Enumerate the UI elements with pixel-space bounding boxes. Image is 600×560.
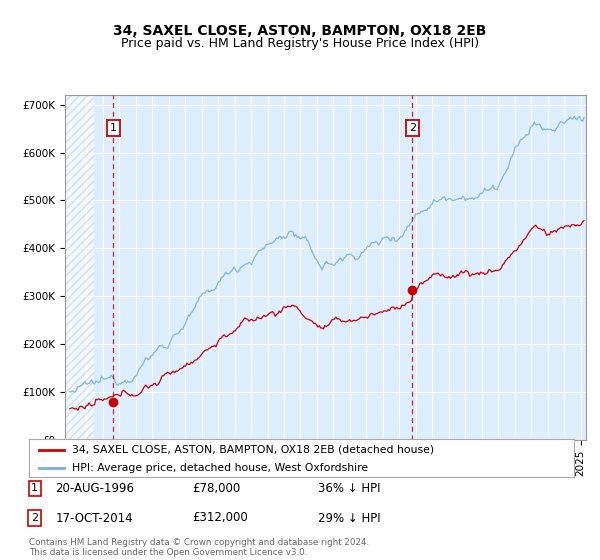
Text: 20-AUG-1996: 20-AUG-1996 <box>55 482 134 495</box>
Text: 2: 2 <box>31 513 38 523</box>
Text: Price paid vs. HM Land Registry's House Price Index (HPI): Price paid vs. HM Land Registry's House … <box>121 37 479 50</box>
Text: £312,000: £312,000 <box>192 511 248 525</box>
Text: 29% ↓ HPI: 29% ↓ HPI <box>318 511 380 525</box>
Text: £78,000: £78,000 <box>192 482 240 495</box>
Text: 1: 1 <box>110 123 116 133</box>
Text: 17-OCT-2014: 17-OCT-2014 <box>55 511 133 525</box>
Text: 36% ↓ HPI: 36% ↓ HPI <box>318 482 380 495</box>
Bar <box>65 95 94 440</box>
Text: HPI: Average price, detached house, West Oxfordshire: HPI: Average price, detached house, West… <box>73 463 368 473</box>
Text: 2: 2 <box>409 123 416 133</box>
Text: 1: 1 <box>31 483 38 493</box>
Text: 34, SAXEL CLOSE, ASTON, BAMPTON, OX18 2EB (detached house): 34, SAXEL CLOSE, ASTON, BAMPTON, OX18 2E… <box>73 445 434 455</box>
Text: Contains HM Land Registry data © Crown copyright and database right 2024.
This d: Contains HM Land Registry data © Crown c… <box>29 538 369 557</box>
Text: 34, SAXEL CLOSE, ASTON, BAMPTON, OX18 2EB: 34, SAXEL CLOSE, ASTON, BAMPTON, OX18 2E… <box>113 24 487 38</box>
